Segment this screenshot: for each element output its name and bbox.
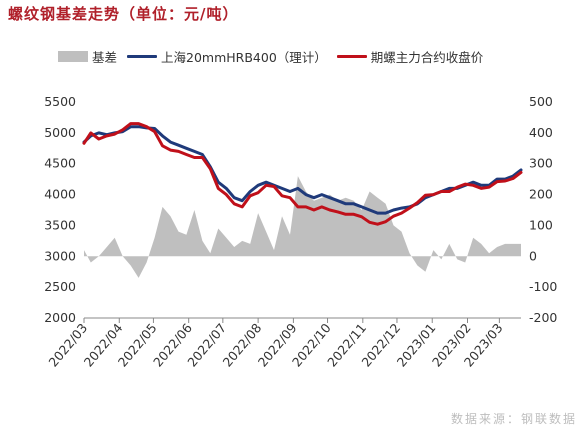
legend-swatch-basis: [58, 51, 88, 62]
y-right-tick-label: 400: [529, 125, 553, 140]
y-left-tick-label: 2000: [44, 310, 76, 325]
basis-area: [84, 176, 521, 278]
y-left-tick-label: 4000: [44, 187, 76, 202]
y-right-tick-label: 100: [529, 217, 553, 232]
y-left-tick-label: 5500: [44, 94, 76, 109]
y-right-tick-label: -200: [529, 310, 557, 325]
y-left-tick-label: 4500: [44, 156, 76, 171]
legend-label-futures: 期螺主力合约收盘价: [370, 50, 484, 65]
y-left-tick-label: 3000: [44, 248, 76, 263]
legend-swatch-spot: [127, 55, 158, 58]
y-right-tick-label: 500: [529, 94, 553, 109]
legend-label-basis: 基差: [92, 50, 118, 65]
y-left-tick-label: 3500: [44, 217, 76, 232]
legend-item-spot: 上海20mmHRB400（理计）: [127, 47, 327, 66]
y-right-tick-label: 300: [529, 156, 553, 171]
legend-swatch-futures: [336, 55, 367, 58]
y-right-tick-label: -100: [529, 279, 557, 294]
y-right-tick-label: 0: [529, 248, 537, 263]
legend: 基差 上海20mmHRB400（理计） 期螺主力合约收盘价: [58, 47, 493, 66]
y-left-tick-label: 5000: [44, 125, 76, 140]
legend-label-spot: 上海20mmHRB400（理计）: [161, 50, 327, 65]
data-source: 数据来源：钢联数据: [450, 412, 577, 426]
futures-price-line: [82, 122, 523, 226]
y-right-tick-label: 200: [529, 187, 553, 202]
legend-item-basis: 基差: [58, 47, 117, 66]
y-left-tick-label: 2500: [44, 279, 76, 294]
legend-item-futures: 期螺主力合约收盘价: [336, 47, 484, 66]
chart-title: 螺纹钢基差走势（单位：元/吨）: [8, 5, 239, 23]
spot-price-line: [82, 125, 523, 215]
